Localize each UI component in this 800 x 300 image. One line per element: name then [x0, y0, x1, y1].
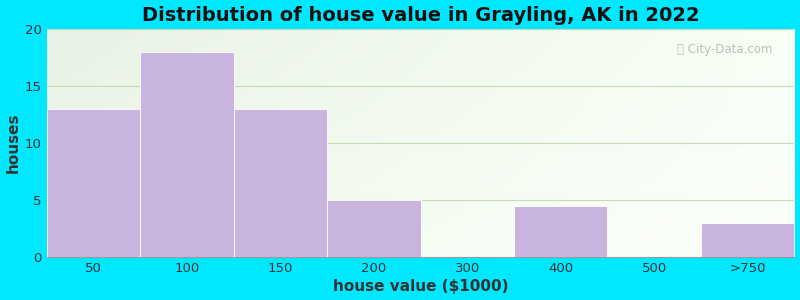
Bar [46, 109, 140, 257]
X-axis label: house value ($1000): house value ($1000) [333, 279, 508, 294]
Y-axis label: houses: houses [6, 113, 21, 173]
Title: Distribution of house value in Grayling, AK in 2022: Distribution of house value in Grayling,… [142, 6, 699, 25]
Bar [327, 200, 421, 257]
Bar [701, 223, 794, 257]
Text: ⓘ City-Data.com: ⓘ City-Data.com [677, 43, 772, 56]
Bar [140, 52, 234, 257]
Bar [234, 109, 327, 257]
Bar [514, 206, 607, 257]
